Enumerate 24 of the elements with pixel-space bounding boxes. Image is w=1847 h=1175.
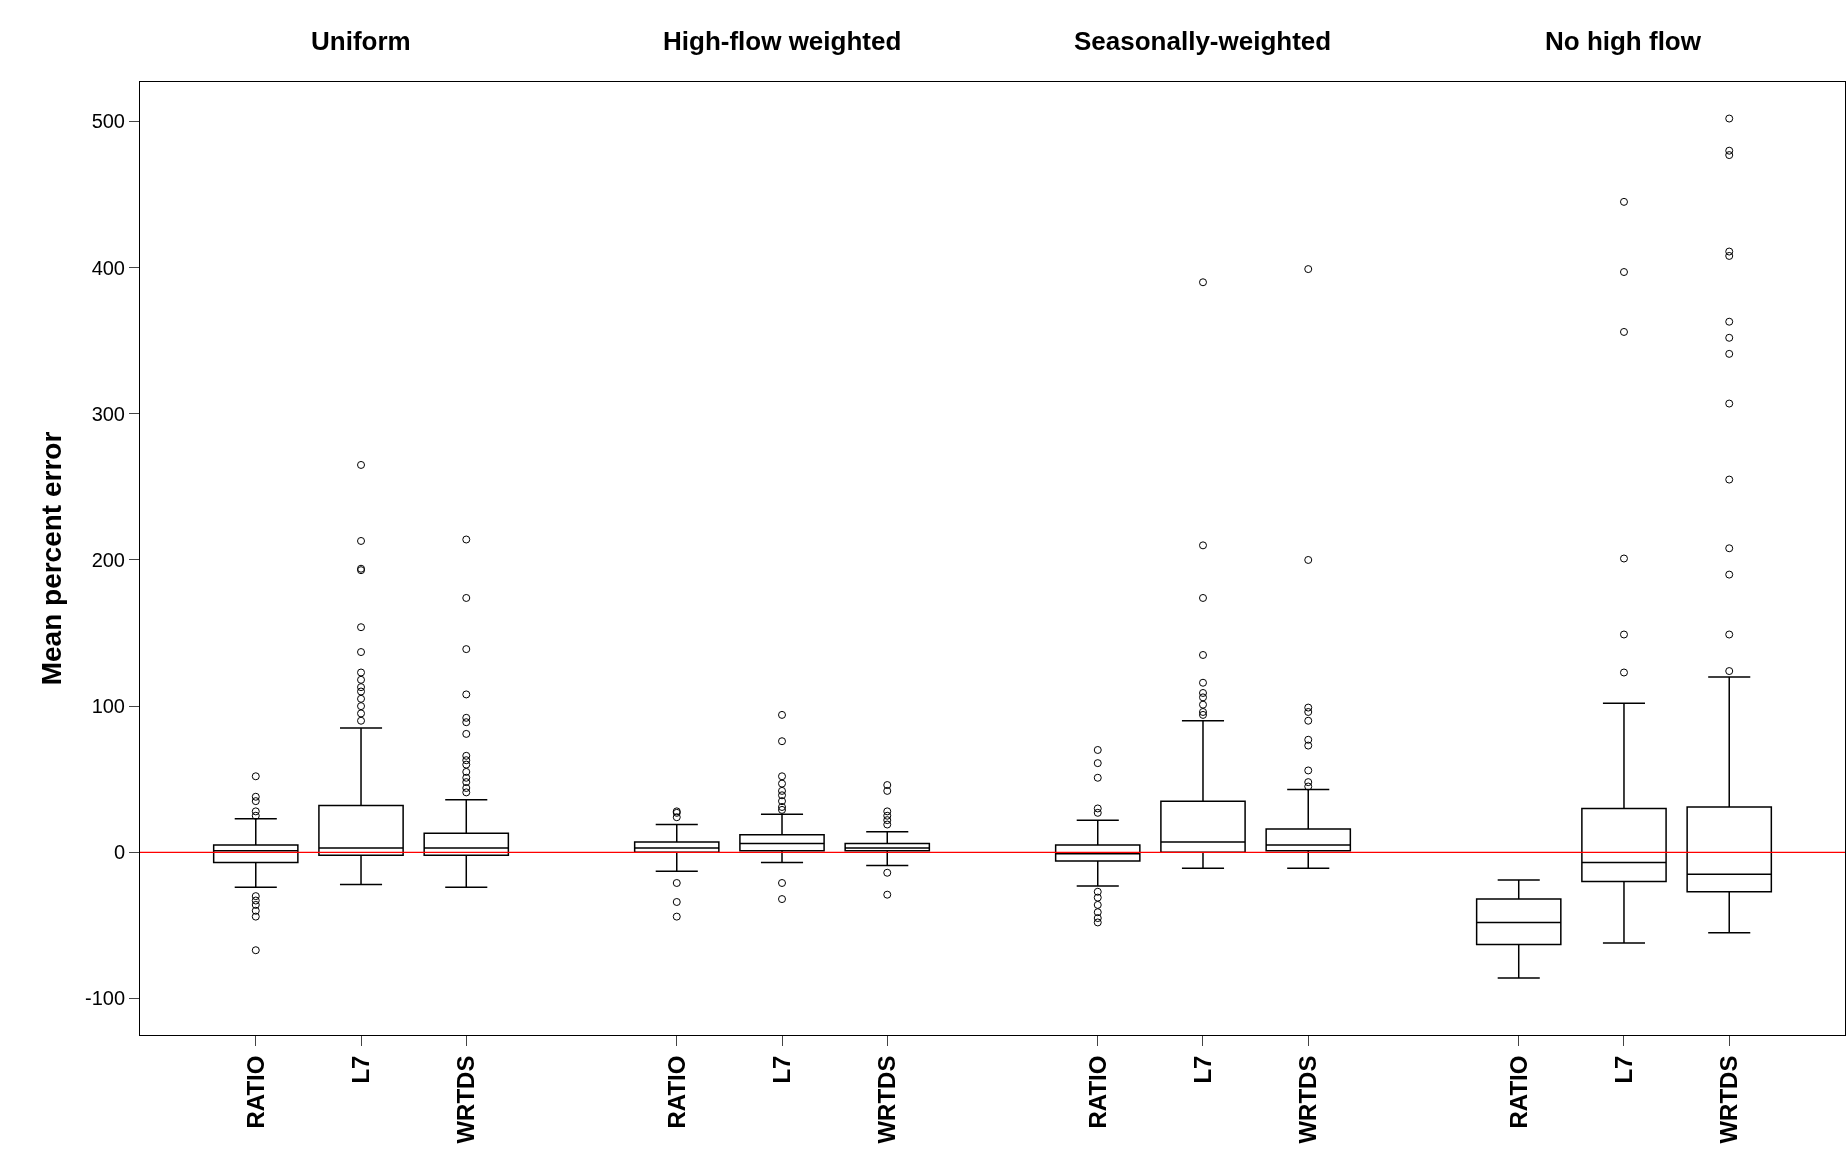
x-tick-label: RATIO xyxy=(1083,1055,1111,1129)
x-tick-label: WRTDS xyxy=(873,1055,901,1144)
y-axis-title: Mean percent error xyxy=(35,431,67,686)
x-tick-label: WRTDS xyxy=(1715,1055,1743,1144)
y-tick-label: 500 xyxy=(91,110,125,133)
y-tick-label: 0 xyxy=(113,841,125,864)
x-tick-label: L7 xyxy=(1188,1055,1216,1084)
text: No high flow xyxy=(1545,26,1702,56)
x-tick-label: L7 xyxy=(1609,1055,1637,1084)
x-tick-label: WRTDS xyxy=(1294,1055,1322,1144)
text: Uniform xyxy=(311,26,411,56)
y-tick-label: 100 xyxy=(91,695,125,718)
text: High-flow weighted xyxy=(663,26,902,56)
y-tick-label: 200 xyxy=(91,548,125,571)
y-tick-label: -100 xyxy=(84,987,125,1010)
x-tick-label: WRTDS xyxy=(452,1055,480,1144)
y-tick-label: 400 xyxy=(91,256,125,279)
x-tick-label: L7 xyxy=(767,1055,795,1084)
x-tick-label: RATIO xyxy=(662,1055,690,1129)
x-tick-label: L7 xyxy=(346,1055,374,1084)
x-tick-label: RATIO xyxy=(1504,1055,1532,1129)
y-tick-label: 300 xyxy=(91,402,125,425)
x-tick-label: RATIO xyxy=(241,1055,269,1129)
text: Seasonally-weighted xyxy=(1074,26,1332,56)
